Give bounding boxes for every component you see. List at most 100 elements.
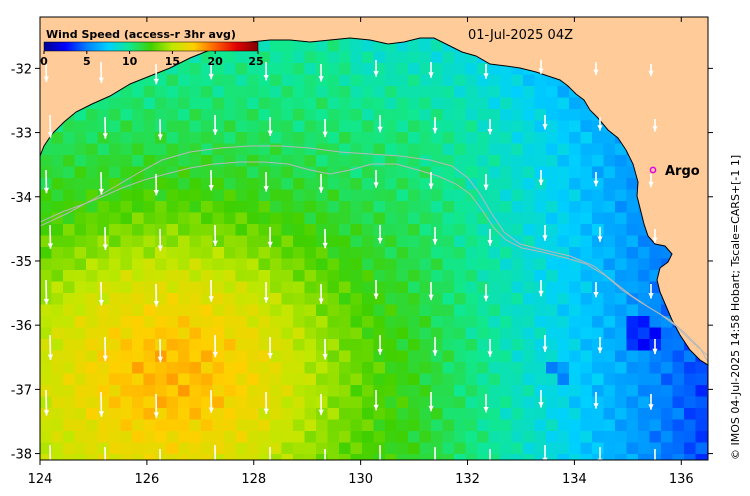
field-cell <box>408 166 421 179</box>
field-cell <box>373 419 386 432</box>
field-cell <box>511 339 524 352</box>
field-cell <box>201 339 214 352</box>
wind-vector <box>153 283 159 307</box>
field-cell <box>488 189 501 202</box>
field-cell <box>373 373 386 386</box>
field-cell <box>178 350 191 363</box>
field-cell <box>615 189 628 202</box>
field-cell <box>523 109 536 122</box>
field-cell <box>707 408 708 421</box>
wind-vector <box>483 283 489 302</box>
field-cell <box>649 316 662 329</box>
field-cell <box>327 270 340 283</box>
field-cell <box>63 431 76 444</box>
field-cell <box>189 419 202 432</box>
field-cell <box>97 166 110 179</box>
field-cell <box>557 419 570 432</box>
field-cell <box>74 143 87 156</box>
field-cell <box>408 247 421 260</box>
field-cell <box>534 224 547 237</box>
field-cell <box>178 224 191 237</box>
field-cell <box>649 304 662 317</box>
wind-vector <box>157 118 163 140</box>
x-tick-label: 124 <box>28 472 53 487</box>
wind-vector <box>318 393 324 416</box>
field-cell <box>212 166 225 179</box>
field-cell <box>442 385 455 398</box>
field-cell <box>465 258 478 271</box>
field-cell <box>580 166 593 179</box>
field-cell <box>557 396 570 409</box>
field-cell <box>500 74 513 87</box>
field-cell <box>431 201 444 214</box>
field-cell <box>189 74 202 87</box>
field-cell <box>707 270 708 283</box>
field-cell <box>615 258 628 271</box>
field-cell <box>523 293 536 306</box>
field-cell <box>638 304 651 317</box>
field-cell <box>281 293 294 306</box>
field-cell <box>40 201 53 214</box>
field-cell <box>695 396 708 409</box>
field-cell <box>557 442 570 455</box>
field-cell <box>396 373 409 386</box>
field-cell <box>86 362 99 375</box>
field-cell <box>557 166 570 179</box>
field-cell <box>224 155 237 168</box>
field-cell <box>546 247 559 260</box>
field-cell <box>97 258 110 271</box>
field-cell <box>201 258 214 271</box>
field-cell <box>143 385 156 398</box>
field-cell <box>74 304 87 317</box>
field-cell <box>97 373 110 386</box>
field-cell <box>442 224 455 237</box>
field-cell <box>316 385 329 398</box>
field-cell <box>166 385 179 398</box>
x-tick-label: 134 <box>562 472 587 487</box>
field-cell <box>615 408 628 421</box>
field-cell <box>684 454 697 460</box>
bathymetry-contours <box>40 145 708 363</box>
field-cell <box>580 212 593 225</box>
field-cell <box>385 97 398 110</box>
field-cell <box>534 235 547 248</box>
field-cell <box>327 385 340 398</box>
field-cell <box>166 408 179 421</box>
field-cell <box>603 431 616 444</box>
field-cell <box>569 293 582 306</box>
field-cell <box>511 86 524 99</box>
field-cell <box>63 212 76 225</box>
field-cell <box>120 120 133 133</box>
field-cell <box>408 212 421 225</box>
field-cell <box>350 155 363 168</box>
field-cell <box>74 281 87 294</box>
field-cell <box>603 408 616 421</box>
field-cell <box>500 97 513 110</box>
field-cell <box>557 132 570 145</box>
field-cell <box>465 362 478 375</box>
field-cell <box>40 316 53 329</box>
field-cell <box>362 419 375 432</box>
y-tick-label: -32 <box>11 62 32 77</box>
field-cell <box>120 258 133 271</box>
field-cell <box>304 396 317 409</box>
y-axis-ticks: -32-33-34-35-36-37-38 <box>11 62 713 463</box>
field-cell <box>304 201 317 214</box>
field-cell <box>189 270 202 283</box>
field-cell <box>592 350 605 363</box>
field-cell <box>557 327 570 340</box>
field-cell <box>350 63 363 76</box>
field-cell <box>500 166 513 179</box>
field-cell <box>580 143 593 156</box>
field-cell <box>431 143 444 156</box>
wind-vector <box>648 393 654 410</box>
field-cell <box>511 396 524 409</box>
field-cell <box>373 316 386 329</box>
field-cell <box>408 270 421 283</box>
field-cell <box>638 419 651 432</box>
field-cell <box>293 281 306 294</box>
field-cell <box>454 51 467 64</box>
field-cell <box>51 178 64 191</box>
field-cell <box>132 281 145 294</box>
field-cell <box>431 362 444 375</box>
